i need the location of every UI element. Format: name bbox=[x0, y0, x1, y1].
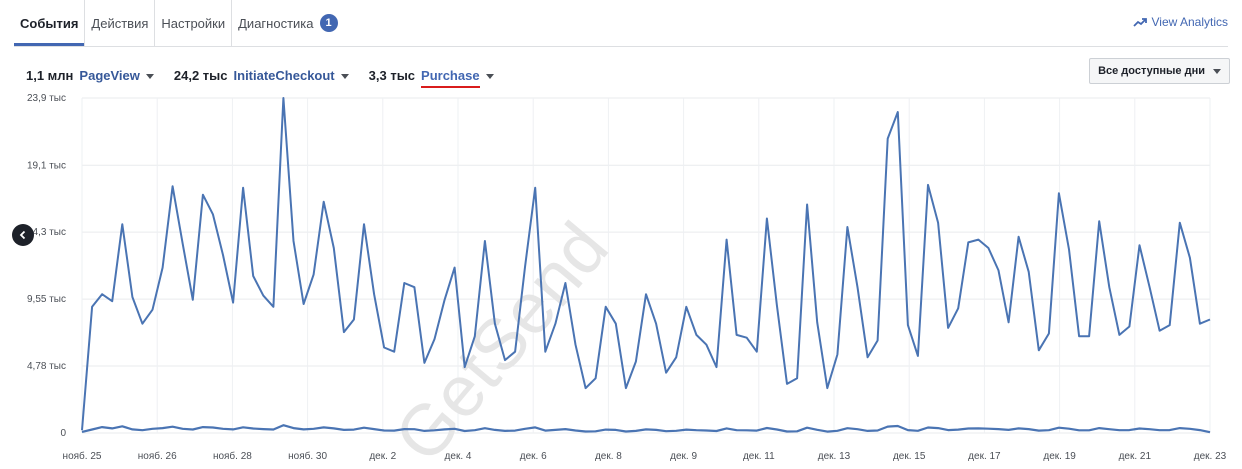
tab-diagnostics[interactable]: Диагностика 1 bbox=[232, 0, 343, 46]
trend-up-icon bbox=[1132, 18, 1147, 27]
chevron-left-icon bbox=[19, 230, 26, 240]
tab-settings[interactable]: Настройки bbox=[155, 0, 231, 46]
x-tick-label: дек. 9 bbox=[670, 451, 697, 462]
tab-bar: События Действия Настройки Диагностика 1 bbox=[14, 0, 1228, 47]
tab-divider bbox=[231, 0, 233, 46]
x-tick-label: дек. 17 bbox=[968, 451, 1001, 462]
x-tick-label: дек. 13 bbox=[818, 451, 851, 462]
chart-series bbox=[81, 97, 1211, 434]
series-line bbox=[81, 97, 1211, 431]
x-tick-label: дек. 15 bbox=[893, 451, 926, 462]
y-tick-label: 0 bbox=[60, 428, 66, 439]
metric-name: InitiateCheckout bbox=[233, 68, 335, 83]
metric-name: Purchase bbox=[421, 68, 480, 88]
chevron-down-icon bbox=[485, 73, 494, 79]
metric-value: 1,1 млн bbox=[26, 68, 74, 83]
y-tick-label: 23,9 тыс bbox=[27, 93, 66, 104]
tab-divider bbox=[84, 0, 86, 46]
tab-diagnostics-label: Диагностика bbox=[238, 15, 314, 31]
tab-actions-label: Действия bbox=[91, 15, 149, 31]
metric-initiatecheckout[interactable]: 24,2 тыс InitiateCheckout bbox=[174, 68, 349, 83]
x-tick-label: дек. 23 bbox=[1194, 451, 1227, 462]
x-tick-label: дек. 11 bbox=[743, 451, 775, 462]
metric-name: PageView bbox=[79, 68, 140, 83]
date-range-label: Все доступные дни bbox=[1098, 65, 1205, 77]
metric-selector-bar: 1,1 млн PageView 24,2 тыс InitiateChecko… bbox=[26, 63, 514, 88]
tab-events-label: События bbox=[20, 15, 79, 31]
x-tick-label: нояб. 25 bbox=[63, 450, 102, 462]
x-tick-label: дек. 6 bbox=[520, 451, 547, 462]
y-tick-label: 4,78 тыс bbox=[27, 361, 66, 372]
view-analytics-link[interactable]: View Analytics bbox=[1132, 15, 1228, 29]
date-range-select[interactable]: Все доступные дни bbox=[1089, 58, 1230, 84]
x-tick-label: дек. 2 bbox=[369, 451, 396, 462]
x-tick-label: нояб. 26 bbox=[138, 450, 177, 462]
metric-value: 24,2 тыс bbox=[173, 68, 228, 83]
tab-events[interactable]: События bbox=[14, 0, 85, 46]
x-tick-label: нояб. 28 bbox=[213, 450, 252, 462]
tab-settings-label: Настройки bbox=[161, 15, 226, 31]
chevron-down-icon bbox=[145, 73, 154, 79]
chart-grid bbox=[81, 97, 1211, 434]
series-line bbox=[81, 424, 1211, 434]
metric-purchase[interactable]: 3,3 тыс Purchase bbox=[369, 63, 494, 88]
y-tick-label: 14,3 тыс bbox=[27, 227, 66, 238]
chevron-down-icon bbox=[340, 73, 349, 79]
view-analytics-label: View Analytics bbox=[1151, 15, 1228, 29]
x-tick-label: дек. 21 bbox=[1119, 451, 1152, 462]
chevron-down-icon bbox=[1213, 68, 1221, 74]
tab-actions[interactable]: Действия bbox=[85, 0, 154, 46]
metric-value: 3,3 тыс bbox=[368, 68, 416, 83]
y-tick-label: 19,1 тыс bbox=[27, 160, 66, 171]
y-axis: 0 4,78 тыс 9,55 тыс 14,3 тыс 19,1 тыс 23,9 ты… bbox=[27, 93, 66, 439]
x-tick-label: дек. 19 bbox=[1043, 451, 1076, 462]
x-tick-label: нояб. 30 bbox=[288, 450, 327, 462]
scroll-left-button[interactable] bbox=[12, 224, 34, 246]
tab-divider bbox=[154, 0, 156, 46]
y-tick-label: 9,55 тыс bbox=[27, 294, 66, 305]
x-tick-label: дек. 8 bbox=[595, 451, 622, 462]
diagnostics-count-badge: 1 bbox=[319, 14, 338, 32]
x-tick-label: дек. 4 bbox=[445, 451, 472, 462]
metric-pageview[interactable]: 1,1 млн PageView bbox=[26, 68, 154, 83]
x-axis: нояб. 25 нояб. 26 нояб. 28 нояб. 30 дек. 2 де… bbox=[63, 450, 1227, 462]
